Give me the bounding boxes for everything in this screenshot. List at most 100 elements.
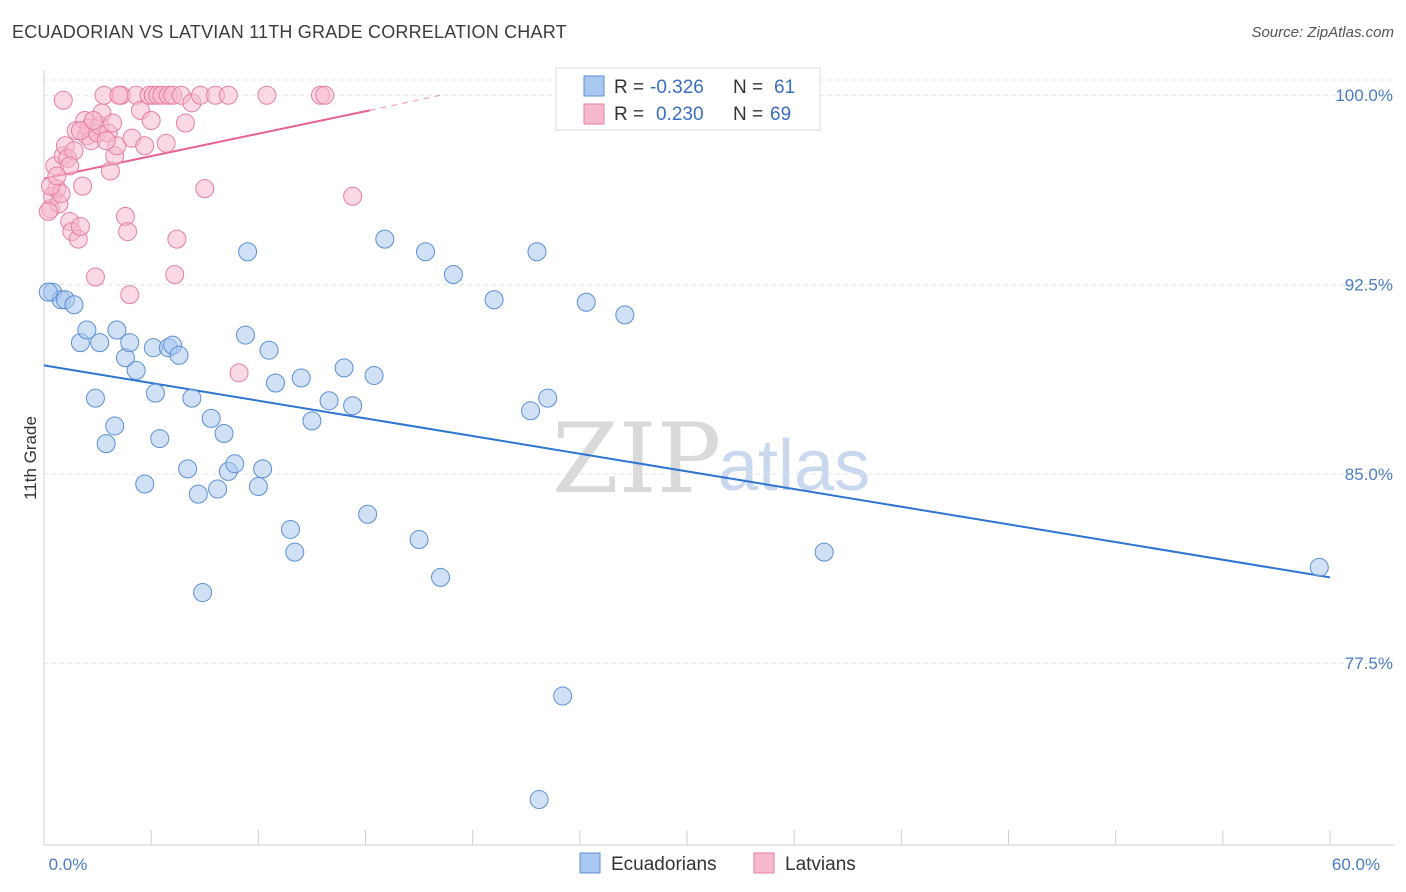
point-ecuadorian [1309, 557, 1329, 577]
y-tick-label: 92.5% [1345, 276, 1393, 295]
point-latvian [229, 363, 249, 383]
x-tick-label-min: 0.0% [49, 855, 88, 874]
point-ecuadorian [201, 408, 221, 428]
trend-lines [43, 94, 1331, 579]
point-ecuadorian [521, 401, 541, 421]
point-ecuadorian [409, 530, 429, 550]
legend-n-label-2: N = [733, 104, 763, 125]
point-ecuadorian [527, 242, 547, 262]
point-latvian [85, 267, 105, 287]
series-legend: Ecuadorians Latvians [579, 852, 856, 875]
point-ecuadorian [259, 340, 279, 360]
point-latvian [257, 85, 277, 105]
point-ecuadorian [576, 292, 596, 312]
trend-line-latvians-extension [369, 94, 441, 111]
point-ecuadorian [178, 459, 198, 479]
point-ecuadorian [120, 333, 140, 353]
chart-source: Source: ZipAtlas.com [1251, 24, 1394, 41]
series-legend-label-ecuadorians: Ecuadorians [611, 854, 717, 875]
point-ecuadorian [105, 416, 125, 436]
y-tick-label: 85.0% [1345, 465, 1393, 484]
point-ecuadorian [814, 542, 834, 562]
point-latvian [96, 131, 116, 151]
series-legend-swatch-ecuadorians [579, 852, 601, 874]
point-ecuadorian [364, 365, 384, 385]
point-ecuadorian [214, 424, 234, 444]
point-ecuadorian [416, 242, 436, 262]
y-axis-label: 11th Grade [21, 416, 40, 500]
point-ecuadorian [334, 358, 354, 378]
point-ecuadorian [319, 391, 339, 411]
point-ecuadorian [265, 373, 285, 393]
legend-r-label-1: R = [614, 77, 644, 98]
point-latvian [195, 179, 215, 199]
point-ecuadorian [150, 429, 170, 449]
trend-line-latvians [43, 109, 370, 180]
point-ecuadorian [375, 229, 395, 249]
point-ecuadorian [64, 295, 84, 315]
point-latvian [70, 121, 90, 141]
point-ecuadorian [238, 242, 258, 262]
y-tick-label: 77.5% [1345, 654, 1393, 673]
point-ecuadorian [343, 396, 363, 416]
point-latvian [218, 85, 238, 105]
trend-line-ecuadorians [43, 364, 1331, 579]
point-latvian [60, 156, 80, 176]
point-ecuadorian [248, 477, 268, 497]
point-latvian [103, 113, 123, 133]
point-latvian [70, 217, 90, 237]
data-points [38, 85, 1329, 810]
point-ecuadorian [107, 320, 127, 340]
point-latvian [38, 201, 58, 221]
point-ecuadorian [85, 388, 105, 408]
point-ecuadorian [280, 519, 300, 539]
point-ecuadorian [291, 368, 311, 388]
point-ecuadorian [235, 325, 255, 345]
watermark-atlas: atlas [718, 426, 870, 506]
point-ecuadorian [208, 479, 228, 499]
x-tick-label-max: 60.0% [1332, 855, 1380, 874]
point-latvian [83, 110, 103, 130]
point-ecuadorian [225, 454, 245, 474]
point-ecuadorian [135, 474, 155, 494]
watermark-zip: ZIP [552, 403, 721, 515]
point-ecuadorian [96, 434, 116, 454]
legend-r-label-2: R = [614, 104, 644, 125]
legend-swatch-ecuadorians [583, 75, 605, 97]
point-ecuadorian [38, 282, 58, 302]
point-latvian [109, 85, 129, 105]
point-latvian [73, 176, 93, 196]
point-ecuadorian [358, 504, 378, 524]
point-latvian [47, 166, 67, 186]
point-ecuadorian [169, 345, 189, 365]
point-ecuadorian [126, 360, 146, 380]
point-latvian [156, 133, 176, 153]
point-ecuadorian [182, 388, 202, 408]
point-latvian [165, 264, 185, 284]
point-ecuadorian [188, 484, 208, 504]
chart-title: ECUADORIAN VS LATVIAN 11TH GRADE CORRELA… [12, 22, 567, 42]
legend-n-label-1: N = [733, 77, 763, 98]
point-ecuadorian [302, 411, 322, 431]
point-ecuadorian [285, 542, 305, 562]
point-ecuadorian [253, 459, 273, 479]
y-tick-label: 100.0% [1335, 86, 1393, 105]
point-latvian [343, 186, 363, 206]
point-latvian [175, 113, 195, 133]
point-ecuadorian [431, 567, 451, 587]
series-legend-swatch-latvians [753, 852, 775, 874]
point-ecuadorian [193, 583, 213, 603]
point-latvian [167, 229, 187, 249]
point-latvian [53, 90, 73, 110]
series-legend-label-latvians: Latvians [785, 854, 856, 875]
legend-swatch-latvians [583, 103, 605, 125]
point-latvian [315, 85, 335, 105]
point-latvian [141, 110, 161, 130]
point-latvian [120, 285, 140, 305]
point-ecuadorian [538, 388, 558, 408]
legend-n-value-2: 69 [770, 104, 791, 125]
point-ecuadorian [529, 790, 549, 810]
point-ecuadorian [615, 305, 635, 325]
legend-r-value-2: 0.230 [656, 104, 704, 125]
